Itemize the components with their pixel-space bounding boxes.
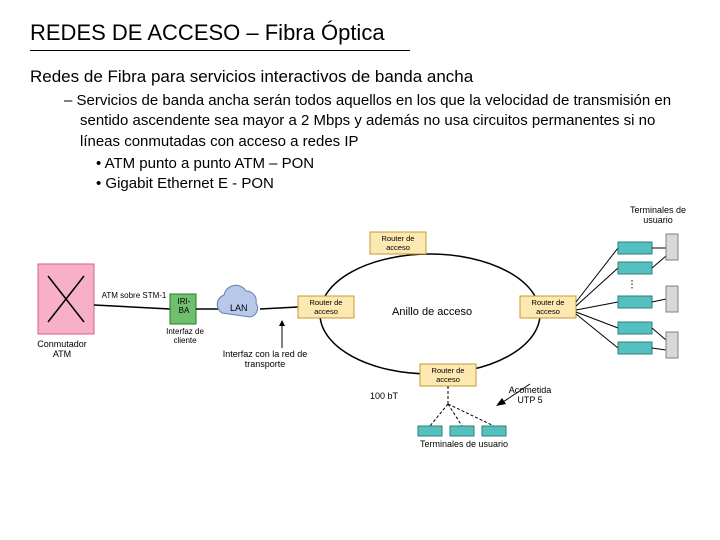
svg-text:acceso: acceso xyxy=(386,243,410,252)
label-conmutador: Conmutador ATM xyxy=(32,340,92,360)
label-anillo: Anillo de acceso xyxy=(392,306,472,318)
bullet-atm-pon: • ATM punto a punto ATM – PON xyxy=(110,154,690,174)
label-acometida: Acometida UTP 5 xyxy=(500,386,560,406)
label-terminales-right: Terminales de usuario xyxy=(628,206,688,226)
bullet-level1: – Servicios de banda ancha serán todos a… xyxy=(80,91,690,152)
svg-text:Router de: Router de xyxy=(432,366,465,375)
diagram-svg: Router deaccesoRouter deaccesoRouter dea… xyxy=(30,204,690,444)
svg-text:acceso: acceso xyxy=(536,307,560,316)
label-iri-ba: IRI- BA xyxy=(172,298,196,316)
svg-text:Router de: Router de xyxy=(382,234,415,243)
label-interfaz-cliente: Interfaz de cliente xyxy=(162,328,208,346)
svg-text:acceso: acceso xyxy=(436,375,460,384)
label-100bt: 100 bT xyxy=(370,392,398,402)
subtitle: Redes de Fibra para servicios interactiv… xyxy=(30,67,690,87)
page-title: REDES DE ACCESO – Fibra Óptica xyxy=(30,20,410,51)
network-diagram: Router deaccesoRouter deaccesoRouter dea… xyxy=(30,204,690,444)
label-interfaz-transporte: Interfaz con la red de transporte xyxy=(220,350,310,370)
label-atm-stm: ATM sobre STM-1 xyxy=(98,292,170,301)
bullet-gigabit-epon: • Gigabit Ethernet E - PON xyxy=(110,174,690,194)
svg-text:Router de: Router de xyxy=(310,298,343,307)
svg-text:Router de: Router de xyxy=(532,298,565,307)
label-terminales-bottom: Terminales de usuario xyxy=(404,440,524,450)
label-lan: LAN xyxy=(230,304,248,314)
svg-text:acceso: acceso xyxy=(314,307,338,316)
